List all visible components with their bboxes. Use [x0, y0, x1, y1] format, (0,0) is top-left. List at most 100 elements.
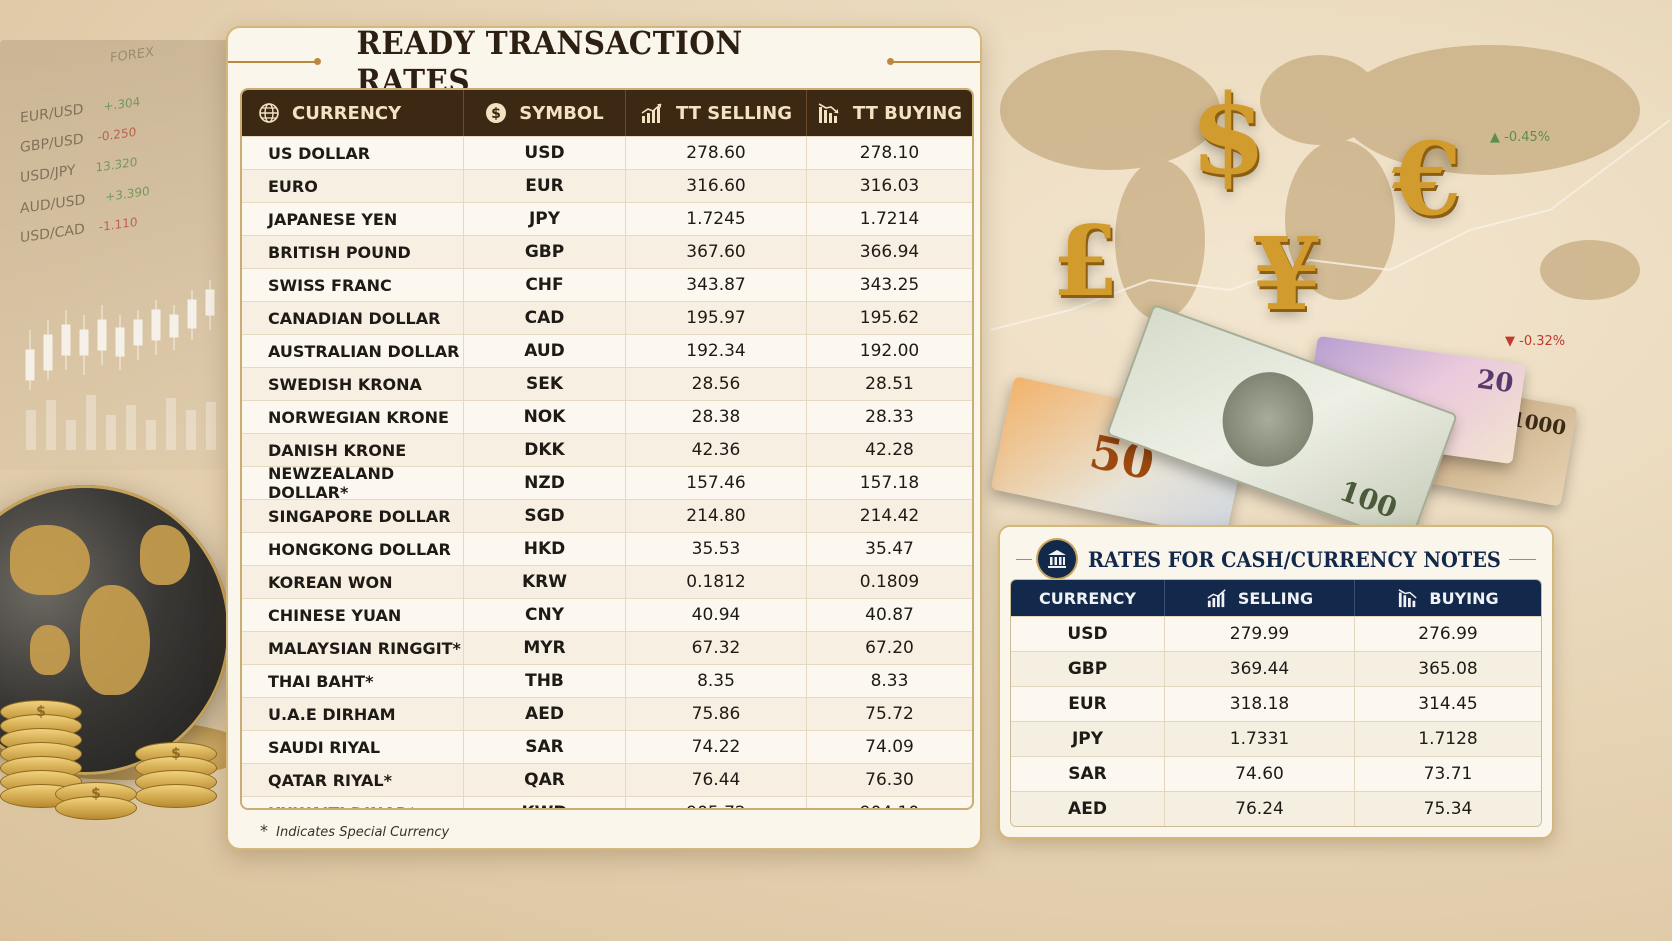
tt-selling-cell: 74.22 — [626, 731, 807, 763]
table-row: KOREAN WON KRW 0.1812 0.1809 — [242, 565, 972, 598]
cash-panel-header: RATES FOR CASH/CURRENCY NOTES — [1016, 539, 1536, 579]
column-header-tt-buying: TT BUYING — [807, 90, 972, 136]
title-divider — [228, 58, 322, 65]
ticker-row: USD/JPY 13.320 — [20, 154, 138, 187]
table-row: NORWEGIAN KRONE NOK 28.38 28.33 — [242, 400, 972, 433]
currency-code-cell: GBP — [1011, 652, 1165, 686]
tt-buying-cell: 0.1809 — [859, 572, 920, 592]
currency-name-cell: CHINESE YUAN — [242, 599, 464, 631]
table-row: SINGAPORE DOLLAR SGD 214.80 214.42 — [242, 499, 972, 532]
currency-name-cell: U.A.E DIRHAM — [242, 698, 464, 730]
table-row: KUWAITI DINAR*KWD905.72904.10 — [242, 796, 972, 808]
coin-stack: $ — [135, 742, 217, 808]
currency-name-cell: CANADIAN DOLLAR — [242, 302, 464, 334]
cash-buying-cell: 314.45 — [1418, 694, 1478, 714]
column-header-currency: CURRENCY — [242, 90, 464, 136]
ticker-row: USD/CAD -1.110 — [20, 214, 138, 247]
currency-code-cell: USD — [1011, 617, 1165, 651]
tt-rates-table: CURRENCY $ SYMBOL TT SELLING TT BUYING — [240, 88, 974, 810]
ticker-row: GBP/USD -0.250 — [20, 124, 137, 157]
currency-symbol-cell: MYR — [464, 632, 626, 664]
currency-symbol-cell: JPY — [464, 203, 626, 235]
tt-selling-cell: 367.60 — [626, 236, 807, 268]
currency-code-cell: JPY — [1011, 722, 1165, 756]
tt-buying-cell: 366.94 — [859, 242, 920, 262]
currency-symbol-cell: CNY — [464, 599, 626, 631]
table-row: GBP 369.44 365.08 — [1011, 651, 1541, 686]
currency-code-cell: EUR — [1011, 687, 1165, 721]
cash-selling-cell: 1.7331 — [1165, 722, 1355, 756]
currency-symbol-cell: SEK — [464, 368, 626, 400]
tt-buying-cell: 28.33 — [865, 407, 914, 427]
table-row: USD 279.99 276.99 — [1011, 616, 1541, 651]
currency-symbol-cell: AUD — [464, 335, 626, 367]
tt-buying-cell: 42.28 — [865, 440, 914, 460]
cash-panel-title: RATES FOR CASH/CURRENCY NOTES — [1088, 546, 1501, 572]
table-row: SWISS FRANC CHF 343.87 343.25 — [242, 268, 972, 301]
tt-selling-cell: 35.53 — [626, 533, 807, 565]
table-header-row: CURRENCY SELLING BUYING — [1011, 580, 1541, 616]
currency-symbol-cell: NZD — [464, 467, 626, 499]
tt-selling-cell: 316.60 — [626, 170, 807, 202]
table-row: DANISH KRONE DKK 42.36 42.28 — [242, 433, 972, 466]
tt-buying-cell: 1.7214 — [859, 209, 920, 229]
currency-code-cell: AED — [1011, 792, 1165, 826]
svg-text:$: $ — [491, 106, 501, 122]
column-header-label: CURRENCY — [292, 102, 402, 124]
ready-transaction-rates-panel: READY TRANSACTION RATES CURRENCY $ SYMBO… — [226, 24, 982, 850]
coin-stack: $ — [55, 782, 137, 820]
change-indicator: ▼ -0.32% — [1505, 334, 1566, 349]
currency-name-cell: DANISH KRONE — [242, 434, 464, 466]
candlestick-decoration — [25, 280, 216, 450]
cash-selling-cell: 76.24 — [1165, 792, 1355, 826]
currency-name-cell: HONGKONG DOLLAR — [242, 533, 464, 565]
ticker-row: EUR/USD +.304 — [20, 94, 141, 127]
tt-buying-cell: 35.47 — [865, 539, 914, 559]
cash-selling-cell: 279.99 — [1165, 617, 1355, 651]
world-map-decoration — [990, 45, 1670, 331]
cash-selling-cell: 74.60 — [1165, 757, 1355, 791]
table-row: AED 76.24 75.34 — [1011, 791, 1541, 826]
tt-selling-cell: 192.34 — [626, 335, 807, 367]
currency-name-cell: SWISS FRANC — [242, 269, 464, 301]
cash-selling-cell: 369.44 — [1165, 652, 1355, 686]
table-row: SWEDISH KRONA SEK 28.56 28.51 — [242, 367, 972, 400]
tt-buying-cell: 8.33 — [870, 671, 909, 691]
tt-selling-cell: 28.56 — [626, 368, 807, 400]
tt-selling-cell: 214.80 — [626, 500, 807, 532]
table-row: EUR 318.18 314.45 — [1011, 686, 1541, 721]
change-indicator: ▲ -0.45% — [1490, 130, 1551, 145]
chart-down-icon — [1397, 588, 1419, 608]
currency-name-cell: KUWAITI DINAR* — [242, 797, 464, 808]
currency-name-cell: JAPANESE YEN — [242, 203, 464, 235]
table-row: MALAYSIAN RINGGIT* MYR 67.32 67.20 — [242, 631, 972, 664]
currency-symbol-cell: USD — [464, 137, 626, 169]
chart-up-icon — [640, 102, 664, 124]
title-divider — [1508, 558, 1536, 560]
table-row: THAI BAHT* THB 8.35 8.33 — [242, 664, 972, 697]
cash-buying-cell: 1.7128 — [1418, 729, 1478, 749]
column-header-selling: SELLING — [1165, 580, 1355, 616]
table-row: BRITISH POUND GBP 367.60 366.94 — [242, 235, 972, 268]
column-header-label: SELLING — [1237, 588, 1314, 608]
chart-up-icon — [1206, 588, 1228, 608]
currency-name-cell: SINGAPORE DOLLAR — [242, 500, 464, 532]
cash-buying-cell: 276.99 — [1418, 624, 1478, 644]
currency-symbol-cell: SGD — [464, 500, 626, 532]
euro-sign-icon: € — [1392, 120, 1462, 238]
column-header-label: TT BUYING — [852, 102, 963, 124]
globe-icon — [258, 102, 280, 124]
column-header-buying: BUYING — [1355, 580, 1541, 616]
currency-symbol-cell: KWD — [464, 797, 626, 808]
table-row: QATAR RIYAL* QAR 76.44 76.30 — [242, 763, 972, 796]
table-row: SAR 74.60 73.71 — [1011, 756, 1541, 791]
currency-symbol-cell: THB — [464, 665, 626, 697]
tt-buying-cell: 76.30 — [865, 770, 914, 790]
panel-header: READY TRANSACTION RATES — [228, 24, 980, 100]
pound-sign-icon: £ — [1052, 205, 1119, 318]
table-row: SAUDI RIYAL SAR 74.22 74.09 — [242, 730, 972, 763]
currency-name-cell: SWEDISH KRONA — [242, 368, 464, 400]
currency-symbol-cell: NOK — [464, 401, 626, 433]
table-row: U.A.E DIRHAM AED 75.86 75.72 — [242, 697, 972, 730]
table-body: USD 279.99 276.99 GBP 369.44 365.08 EUR 318.18 3… — [1011, 616, 1541, 826]
